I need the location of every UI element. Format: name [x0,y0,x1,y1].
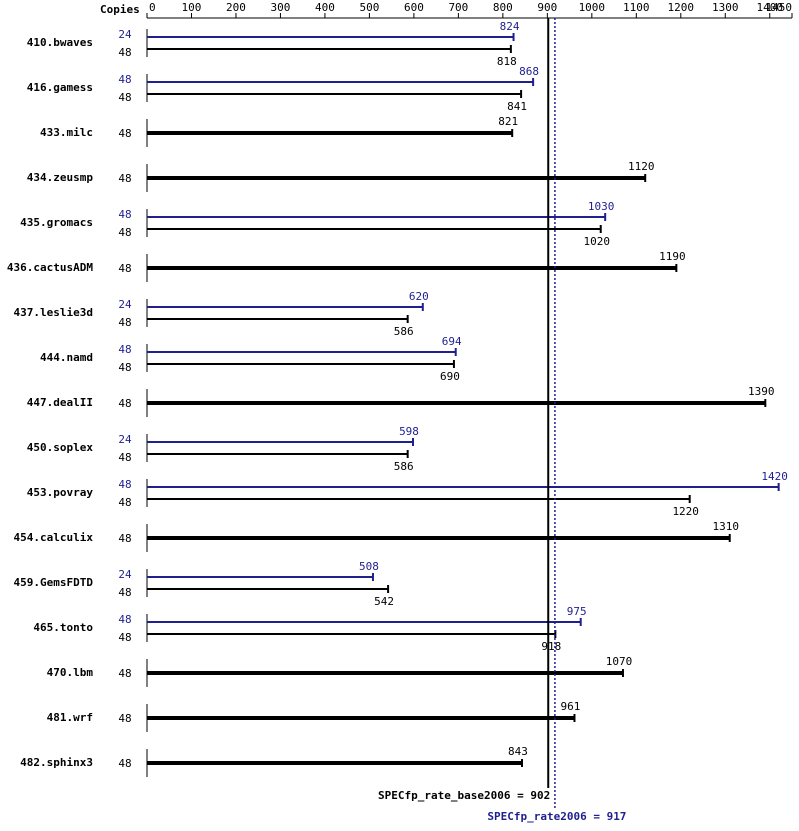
benchmark-label: 416.gamess [27,81,93,94]
benchmark-label: 447.dealII [27,396,93,409]
x-tick-label: 500 [359,1,379,14]
value-label: 818 [497,55,517,68]
x-tick-label: 100 [182,1,202,14]
benchmark-label: 435.gromacs [20,216,93,229]
copies-label: 48 [118,478,131,491]
copies-label: 48 [118,343,131,356]
value-label: 598 [399,425,419,438]
benchmark-label: 482.sphinx3 [20,756,93,769]
benchmark-label: 470.lbm [47,666,94,679]
value-label: 821 [498,115,518,128]
reference-label: SPECfp_rate_base2006 = 902 [378,789,550,802]
copies-label: 48 [118,46,131,59]
value-label: 620 [409,290,429,303]
copies-label: 48 [118,73,131,86]
benchmark-label: 481.wrf [47,711,93,724]
copies-label: 24 [118,568,132,581]
copies-label: 48 [118,208,131,221]
copies-label: 48 [118,532,131,545]
copies-label: 24 [118,433,132,446]
value-label: 586 [394,325,414,338]
x-tick-label: 200 [226,1,246,14]
value-label: 961 [561,700,581,713]
copies-label: 48 [118,496,131,509]
reference-label: SPECfp_rate2006 = 917 [487,810,626,823]
value-label: 1020 [583,235,610,248]
value-label: 975 [567,605,587,618]
value-label: 918 [541,640,561,653]
value-label: 841 [507,100,527,113]
value-label: 1420 [761,470,788,483]
x-tick-label: 1200 [668,1,695,14]
value-label: 868 [519,65,539,78]
x-tick-label: 300 [271,1,291,14]
copies-label: 24 [118,298,132,311]
value-label: 1070 [606,655,633,668]
copies-label: 48 [118,631,131,644]
copies-label: 48 [118,172,131,185]
benchmark-label: 453.povray [27,486,94,499]
axis-label: Copies [100,3,140,16]
copies-label: 48 [118,757,131,770]
copies-label: 48 [118,613,131,626]
value-label: 542 [374,595,394,608]
x-tick-label: 600 [404,1,424,14]
copies-label: 48 [118,451,131,464]
benchmark-label: 410.bwaves [27,36,93,49]
copies-label: 24 [118,28,132,41]
copies-label: 48 [118,127,131,140]
value-label: 1220 [672,505,699,518]
x-tick-label: 0 [149,1,156,14]
copies-label: 48 [118,712,131,725]
x-tick-label: 1300 [712,1,739,14]
copies-label: 48 [118,667,131,680]
value-label: 1310 [712,520,739,533]
benchmark-label: 459.GemsFDTD [14,576,94,589]
value-label: 690 [440,370,460,383]
benchmark-label: 450.soplex [27,441,94,454]
x-tick-label: 1400 [757,1,784,14]
value-label: 586 [394,460,414,473]
x-tick-label: 1100 [623,1,650,14]
benchmark-label: 434.zeusmp [27,171,94,184]
copies-label: 48 [118,397,131,410]
benchmark-label: 465.tonto [33,621,93,634]
value-label: 1390 [748,385,775,398]
x-tick-label: 900 [537,1,557,14]
copies-label: 48 [118,316,131,329]
x-tick-label: 800 [493,1,513,14]
x-tick-label: 1450 [766,1,793,14]
value-label: 694 [442,335,462,348]
value-label: 843 [508,745,528,758]
copies-label: 48 [118,586,131,599]
x-tick-label: 1000 [579,1,606,14]
benchmark-label: 436.cactusADM [7,261,93,274]
copies-label: 48 [118,361,131,374]
benchmark-label: 454.calculix [14,531,94,544]
value-label: 1030 [588,200,615,213]
copies-label: 48 [118,262,131,275]
x-tick-label: 700 [448,1,468,14]
value-label: 1120 [628,160,655,173]
x-tick-label: 400 [315,1,335,14]
benchmark-label: 444.namd [40,351,93,364]
benchmark-label: 437.leslie3d [14,306,93,319]
copies-label: 48 [118,91,131,104]
value-label: 1190 [659,250,686,263]
copies-label: 48 [118,226,131,239]
value-label: 824 [500,20,520,33]
benchmark-label: 433.milc [40,126,93,139]
value-label: 508 [359,560,379,573]
